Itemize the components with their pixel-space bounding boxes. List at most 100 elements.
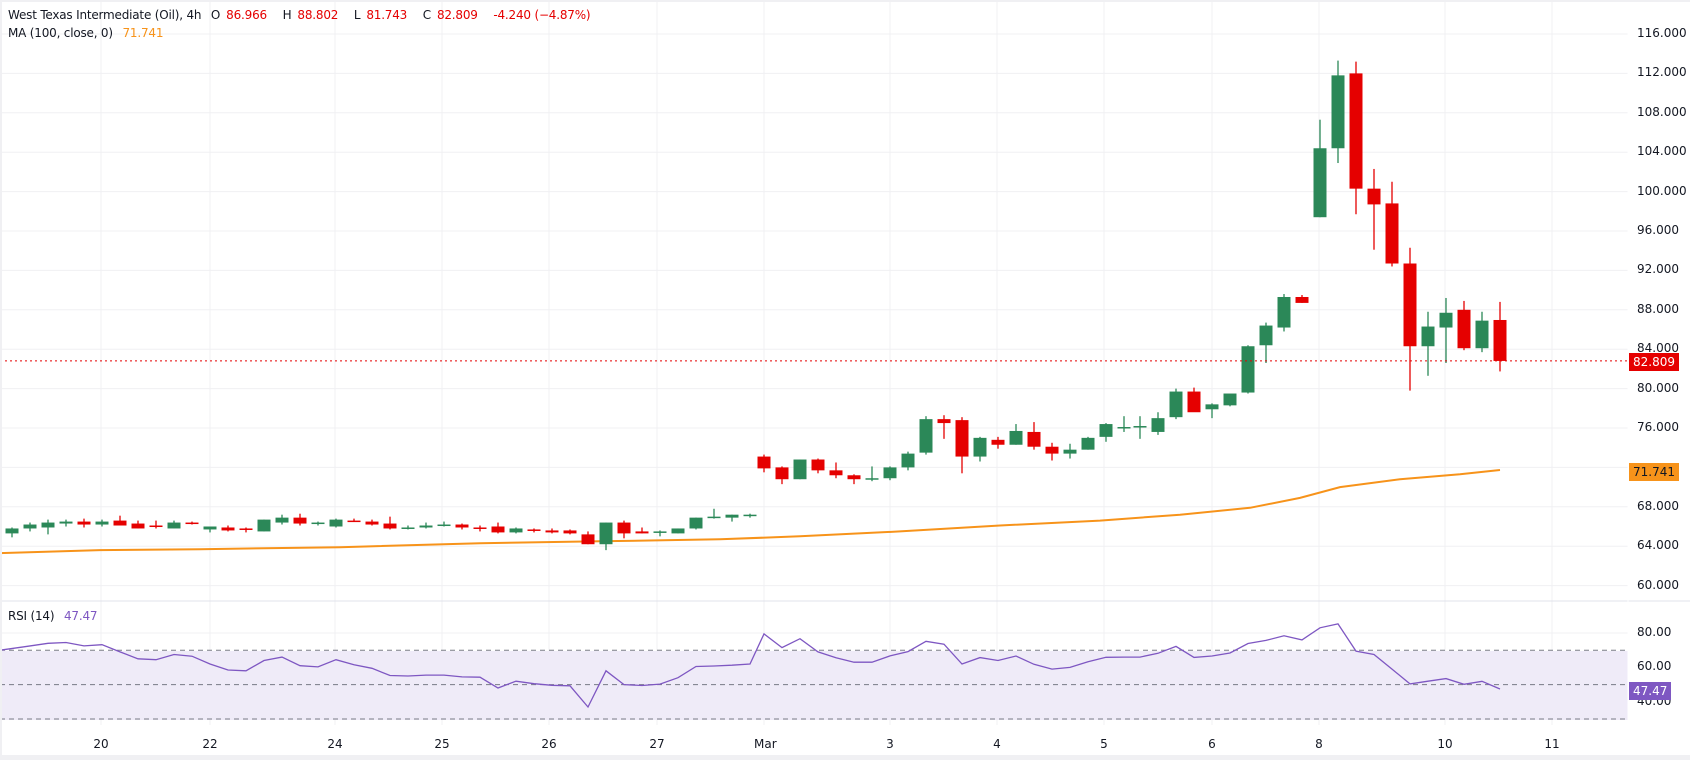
- low-value: 81.743: [366, 8, 408, 22]
- candle[interactable]: [599, 522, 613, 551]
- candle[interactable]: [617, 520, 631, 539]
- candle[interactable]: [725, 514, 739, 522]
- candle[interactable]: [563, 529, 577, 535]
- candle[interactable]: [1241, 345, 1255, 394]
- candle[interactable]: [973, 436, 987, 462]
- candle[interactable]: [1223, 393, 1237, 407]
- candle[interactable]: [77, 518, 91, 528]
- candle[interactable]: [509, 527, 523, 534]
- candle[interactable]: [5, 527, 19, 538]
- candle[interactable]: [113, 515, 127, 526]
- candle[interactable]: [757, 454, 771, 473]
- candle[interactable]: [1403, 247, 1417, 391]
- candle[interactable]: [437, 521, 451, 527]
- candle[interactable]: [901, 451, 915, 471]
- candle[interactable]: [95, 519, 109, 527]
- candle[interactable]: [1493, 301, 1507, 372]
- candlestick-series[interactable]: [5, 60, 1507, 551]
- time-tick-label: 8: [1315, 737, 1323, 751]
- candle[interactable]: [1045, 442, 1059, 461]
- candle[interactable]: [419, 522, 433, 529]
- candle[interactable]: [149, 520, 163, 529]
- candle[interactable]: [455, 523, 469, 530]
- rsi-label[interactable]: RSI (14): [8, 609, 55, 623]
- ma-label[interactable]: MA (100, close, 0): [8, 26, 113, 40]
- candle[interactable]: [1475, 311, 1489, 353]
- candle[interactable]: [1169, 388, 1183, 420]
- candle[interactable]: [1063, 443, 1077, 459]
- candle[interactable]: [689, 517, 703, 530]
- candle[interactable]: [239, 527, 253, 533]
- candle[interactable]: [743, 513, 757, 518]
- candle[interactable]: [775, 466, 789, 485]
- candle[interactable]: [1349, 61, 1363, 215]
- candle[interactable]: [347, 518, 361, 523]
- candle[interactable]: [59, 519, 73, 527]
- candle[interactable]: [1117, 416, 1131, 432]
- candle[interactable]: [1295, 295, 1309, 303]
- candle[interactable]: [1331, 60, 1345, 164]
- candle[interactable]: [1421, 311, 1435, 376]
- candle[interactable]: [1457, 300, 1471, 351]
- price-tick-label: 100.000: [1637, 183, 1687, 198]
- candle[interactable]: [1099, 423, 1113, 442]
- candle[interactable]: [1151, 412, 1165, 435]
- candle[interactable]: [1367, 168, 1381, 250]
- candle[interactable]: [883, 466, 897, 481]
- candle[interactable]: [635, 527, 649, 534]
- candle[interactable]: [865, 466, 879, 482]
- symbol-title[interactable]: West Texas Intermediate (Oil), 4h: [8, 8, 202, 22]
- candle[interactable]: [1027, 422, 1041, 450]
- time-tick-label: 27: [649, 737, 665, 751]
- candle[interactable]: [1439, 297, 1453, 363]
- candle[interactable]: [311, 521, 325, 526]
- candle[interactable]: [937, 415, 951, 439]
- candle[interactable]: [131, 520, 145, 529]
- candle[interactable]: [23, 522, 37, 532]
- candle[interactable]: [1009, 424, 1023, 445]
- candle[interactable]: [671, 528, 685, 534]
- price-tick-label: 108.000: [1637, 104, 1687, 119]
- candle[interactable]: [473, 525, 487, 532]
- candle[interactable]: [1133, 416, 1147, 439]
- candle[interactable]: [383, 516, 397, 530]
- candle[interactable]: [847, 474, 861, 485]
- candle[interactable]: [275, 514, 289, 525]
- candle[interactable]: [1277, 294, 1291, 332]
- candle[interactable]: [527, 528, 541, 533]
- candle[interactable]: [811, 458, 825, 474]
- candle[interactable]: [41, 519, 55, 535]
- rsi-value-tag: 47.47: [1629, 682, 1672, 700]
- candle[interactable]: [167, 520, 181, 529]
- candle[interactable]: [793, 459, 807, 480]
- candle[interactable]: [955, 417, 969, 474]
- candle[interactable]: [203, 526, 217, 533]
- candle[interactable]: [1081, 436, 1095, 450]
- time-tick-label: 3: [886, 737, 894, 751]
- candle[interactable]: [1187, 387, 1201, 413]
- candle[interactable]: [545, 528, 559, 534]
- candle[interactable]: [653, 530, 667, 537]
- candle[interactable]: [1259, 322, 1273, 363]
- candle[interactable]: [329, 518, 343, 528]
- candle[interactable]: [1385, 181, 1399, 267]
- candle[interactable]: [1205, 403, 1219, 419]
- candle[interactable]: [401, 525, 415, 530]
- candle[interactable]: [491, 522, 505, 534]
- low-label: L: [353, 8, 361, 22]
- candle[interactable]: [257, 519, 271, 532]
- candle[interactable]: [707, 508, 721, 519]
- candle[interactable]: [293, 513, 307, 526]
- candle[interactable]: [185, 521, 199, 525]
- candle[interactable]: [919, 416, 933, 455]
- rsi-legend-value: 47.47: [63, 609, 98, 623]
- candle[interactable]: [221, 525, 235, 532]
- candle[interactable]: [365, 519, 379, 526]
- candle[interactable]: [991, 436, 1005, 449]
- candle[interactable]: [829, 462, 843, 479]
- price-tick-label: 76.000: [1637, 420, 1679, 434]
- candle[interactable]: [1313, 119, 1327, 218]
- candle[interactable]: [581, 531, 595, 545]
- price-tick-label: 88.000: [1637, 301, 1679, 316]
